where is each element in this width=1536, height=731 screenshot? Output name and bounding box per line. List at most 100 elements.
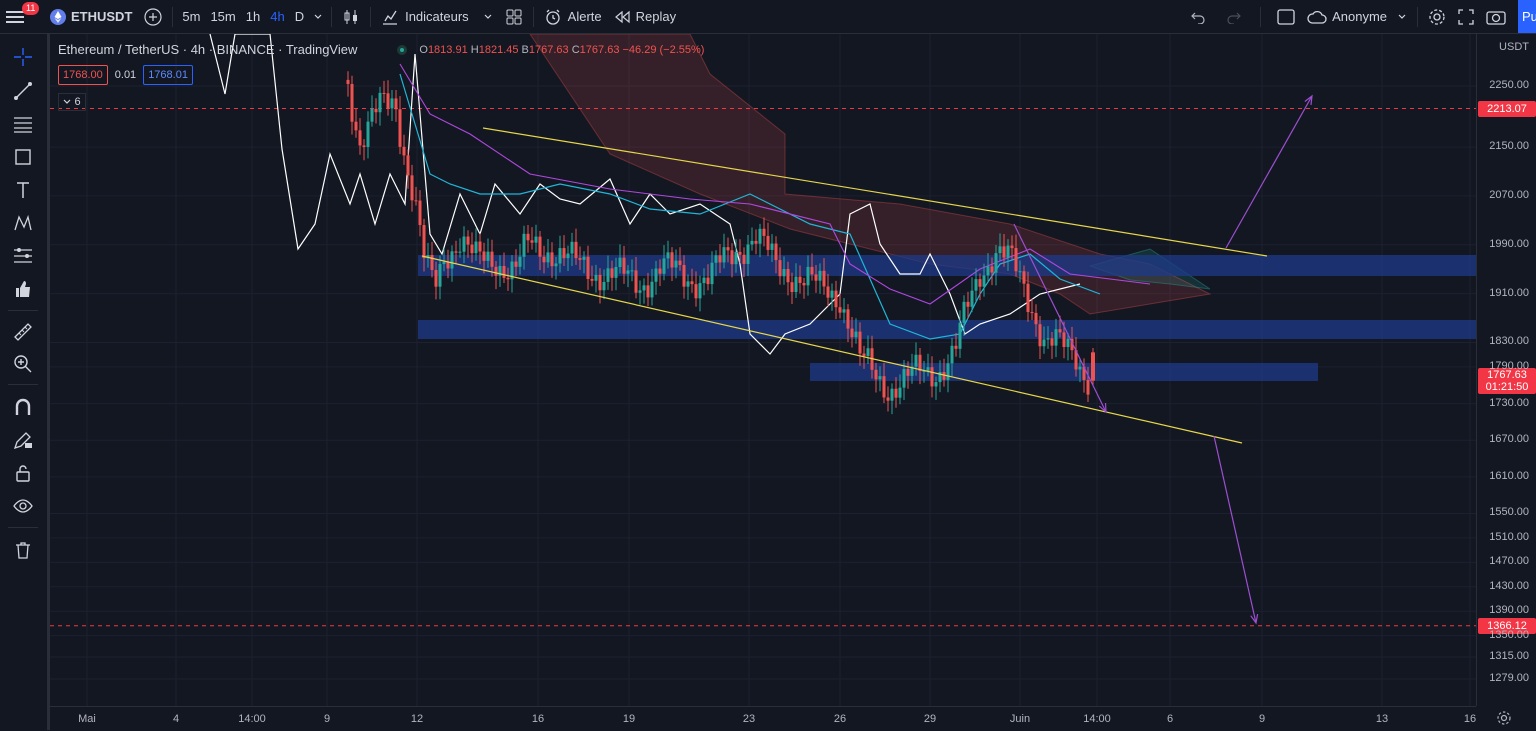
candle-body <box>954 345 958 349</box>
hide-drawings-tool[interactable] <box>12 495 34 517</box>
candle <box>534 224 538 253</box>
magnet-tool[interactable] <box>12 396 34 418</box>
crosshair-tool[interactable] <box>12 46 34 68</box>
candle <box>606 255 610 290</box>
indicators-collapse-button[interactable]: 6 <box>58 93 86 111</box>
timeframe-1h[interactable]: 1h <box>245 9 261 24</box>
candle <box>538 230 542 271</box>
lock-drawings-tool[interactable] <box>12 462 34 484</box>
candle <box>458 238 462 258</box>
candle <box>674 249 678 279</box>
fullscreen-layout-button[interactable] <box>1271 0 1301 33</box>
candle <box>846 304 850 343</box>
menu-button[interactable]: 11 <box>0 0 40 33</box>
zoom-tool[interactable] <box>12 353 34 375</box>
currency-label[interactable]: USDT <box>1499 41 1529 53</box>
prediction-tool[interactable] <box>12 245 34 267</box>
candle-body <box>1091 352 1095 381</box>
candle <box>390 89 394 121</box>
chevron-down-icon <box>64 99 71 104</box>
symbol-search-button[interactable]: ETHUSDT <box>44 0 138 33</box>
redo-button[interactable] <box>1220 0 1248 33</box>
kijun-line <box>399 63 1151 305</box>
candle <box>714 250 718 277</box>
candlestick-series <box>346 71 1095 415</box>
candle <box>442 248 446 272</box>
candle-body <box>550 252 554 267</box>
candle <box>878 366 882 392</box>
candle-body <box>562 248 566 259</box>
stay-in-drawing-tool[interactable] <box>12 429 34 451</box>
fib-tool[interactable] <box>12 113 34 135</box>
trendline-tool[interactable] <box>12 80 34 102</box>
candle-body <box>1026 283 1030 313</box>
layouts-button[interactable] <box>499 0 529 33</box>
time-tick-label: 26 <box>833 713 847 725</box>
candle <box>814 265 818 293</box>
fullscreen-button[interactable] <box>1452 0 1480 33</box>
remove-drawings-tool[interactable] <box>12 539 34 561</box>
candle-body <box>490 251 494 267</box>
candle <box>1006 239 1010 271</box>
alert-button[interactable]: Alerte <box>538 0 608 33</box>
timeframe-d[interactable]: D <box>294 9 305 24</box>
candle-body <box>926 367 930 371</box>
candle <box>778 247 782 285</box>
indicators-label: Indicateurs <box>405 9 469 24</box>
timeframe-5m[interactable]: 5m <box>182 9 201 24</box>
candle-body <box>358 130 362 146</box>
timeframe-15m[interactable]: 15m <box>210 9 236 24</box>
settings-button[interactable] <box>1422 0 1452 33</box>
shapes-tool[interactable] <box>12 146 34 168</box>
snapshot-button[interactable] <box>1480 0 1512 33</box>
timeframe-4h[interactable]: 4h <box>270 9 285 24</box>
separator <box>1417 6 1418 27</box>
price-tick-label: 2070.00 <box>1489 188 1529 201</box>
chart-type-button[interactable] <box>336 0 366 33</box>
candle <box>962 295 966 337</box>
indicators-button[interactable]: Indicateurs <box>375 0 499 33</box>
time-axis[interactable]: Mai 4 14:00 9 12 16 19 23 26 29 Juin 14:00 6 9 13 16 <box>50 706 1476 731</box>
price-axis[interactable]: USDT 2213.07 1767.63 01:21:50 1366.12 22… <box>1476 34 1536 706</box>
candle <box>602 269 606 300</box>
replay-button[interactable]: Replay <box>608 0 682 33</box>
axis-settings-button[interactable] <box>1496 710 1512 729</box>
symbol-title[interactable]: Ethereum / TetherUS · 4h · BINANCE · Tra… <box>58 42 358 57</box>
candle-body <box>946 363 950 380</box>
candle <box>750 227 754 251</box>
candle <box>938 360 942 393</box>
candle-body <box>722 247 726 263</box>
candle <box>1010 235 1014 260</box>
text-tool[interactable] <box>12 179 34 201</box>
candle <box>634 256 638 299</box>
time-tick-label: 14:00 <box>238 713 266 725</box>
undo-button[interactable] <box>1184 0 1212 33</box>
candle-body <box>1022 271 1026 284</box>
icons-tool[interactable] <box>12 278 34 300</box>
candle <box>874 362 878 393</box>
candle <box>542 245 546 274</box>
candle <box>594 264 598 293</box>
candle <box>898 374 902 405</box>
save-layout-button[interactable]: Anonyme <box>1301 0 1413 33</box>
candle <box>766 222 770 257</box>
price-chart[interactable] <box>50 34 1476 706</box>
forecast-icon <box>14 248 32 263</box>
sell-button[interactable]: 1768.00 <box>58 65 108 85</box>
measure-tool[interactable] <box>12 321 34 343</box>
candle-body <box>842 309 846 313</box>
candle-body <box>582 256 586 260</box>
candle <box>914 342 918 376</box>
pattern-tool[interactable] <box>12 212 34 234</box>
timeframe-dropdown[interactable] <box>309 0 327 33</box>
candle <box>830 283 834 311</box>
candle <box>518 243 522 275</box>
separator <box>331 6 333 27</box>
compare-button[interactable] <box>138 0 168 33</box>
publish-button[interactable]: Pu <box>1518 0 1536 33</box>
candle <box>662 245 666 281</box>
candle <box>478 233 482 265</box>
buy-button[interactable]: 1768.01 <box>143 65 193 85</box>
candle-body <box>378 92 382 113</box>
upper-trendline <box>482 127 1268 257</box>
